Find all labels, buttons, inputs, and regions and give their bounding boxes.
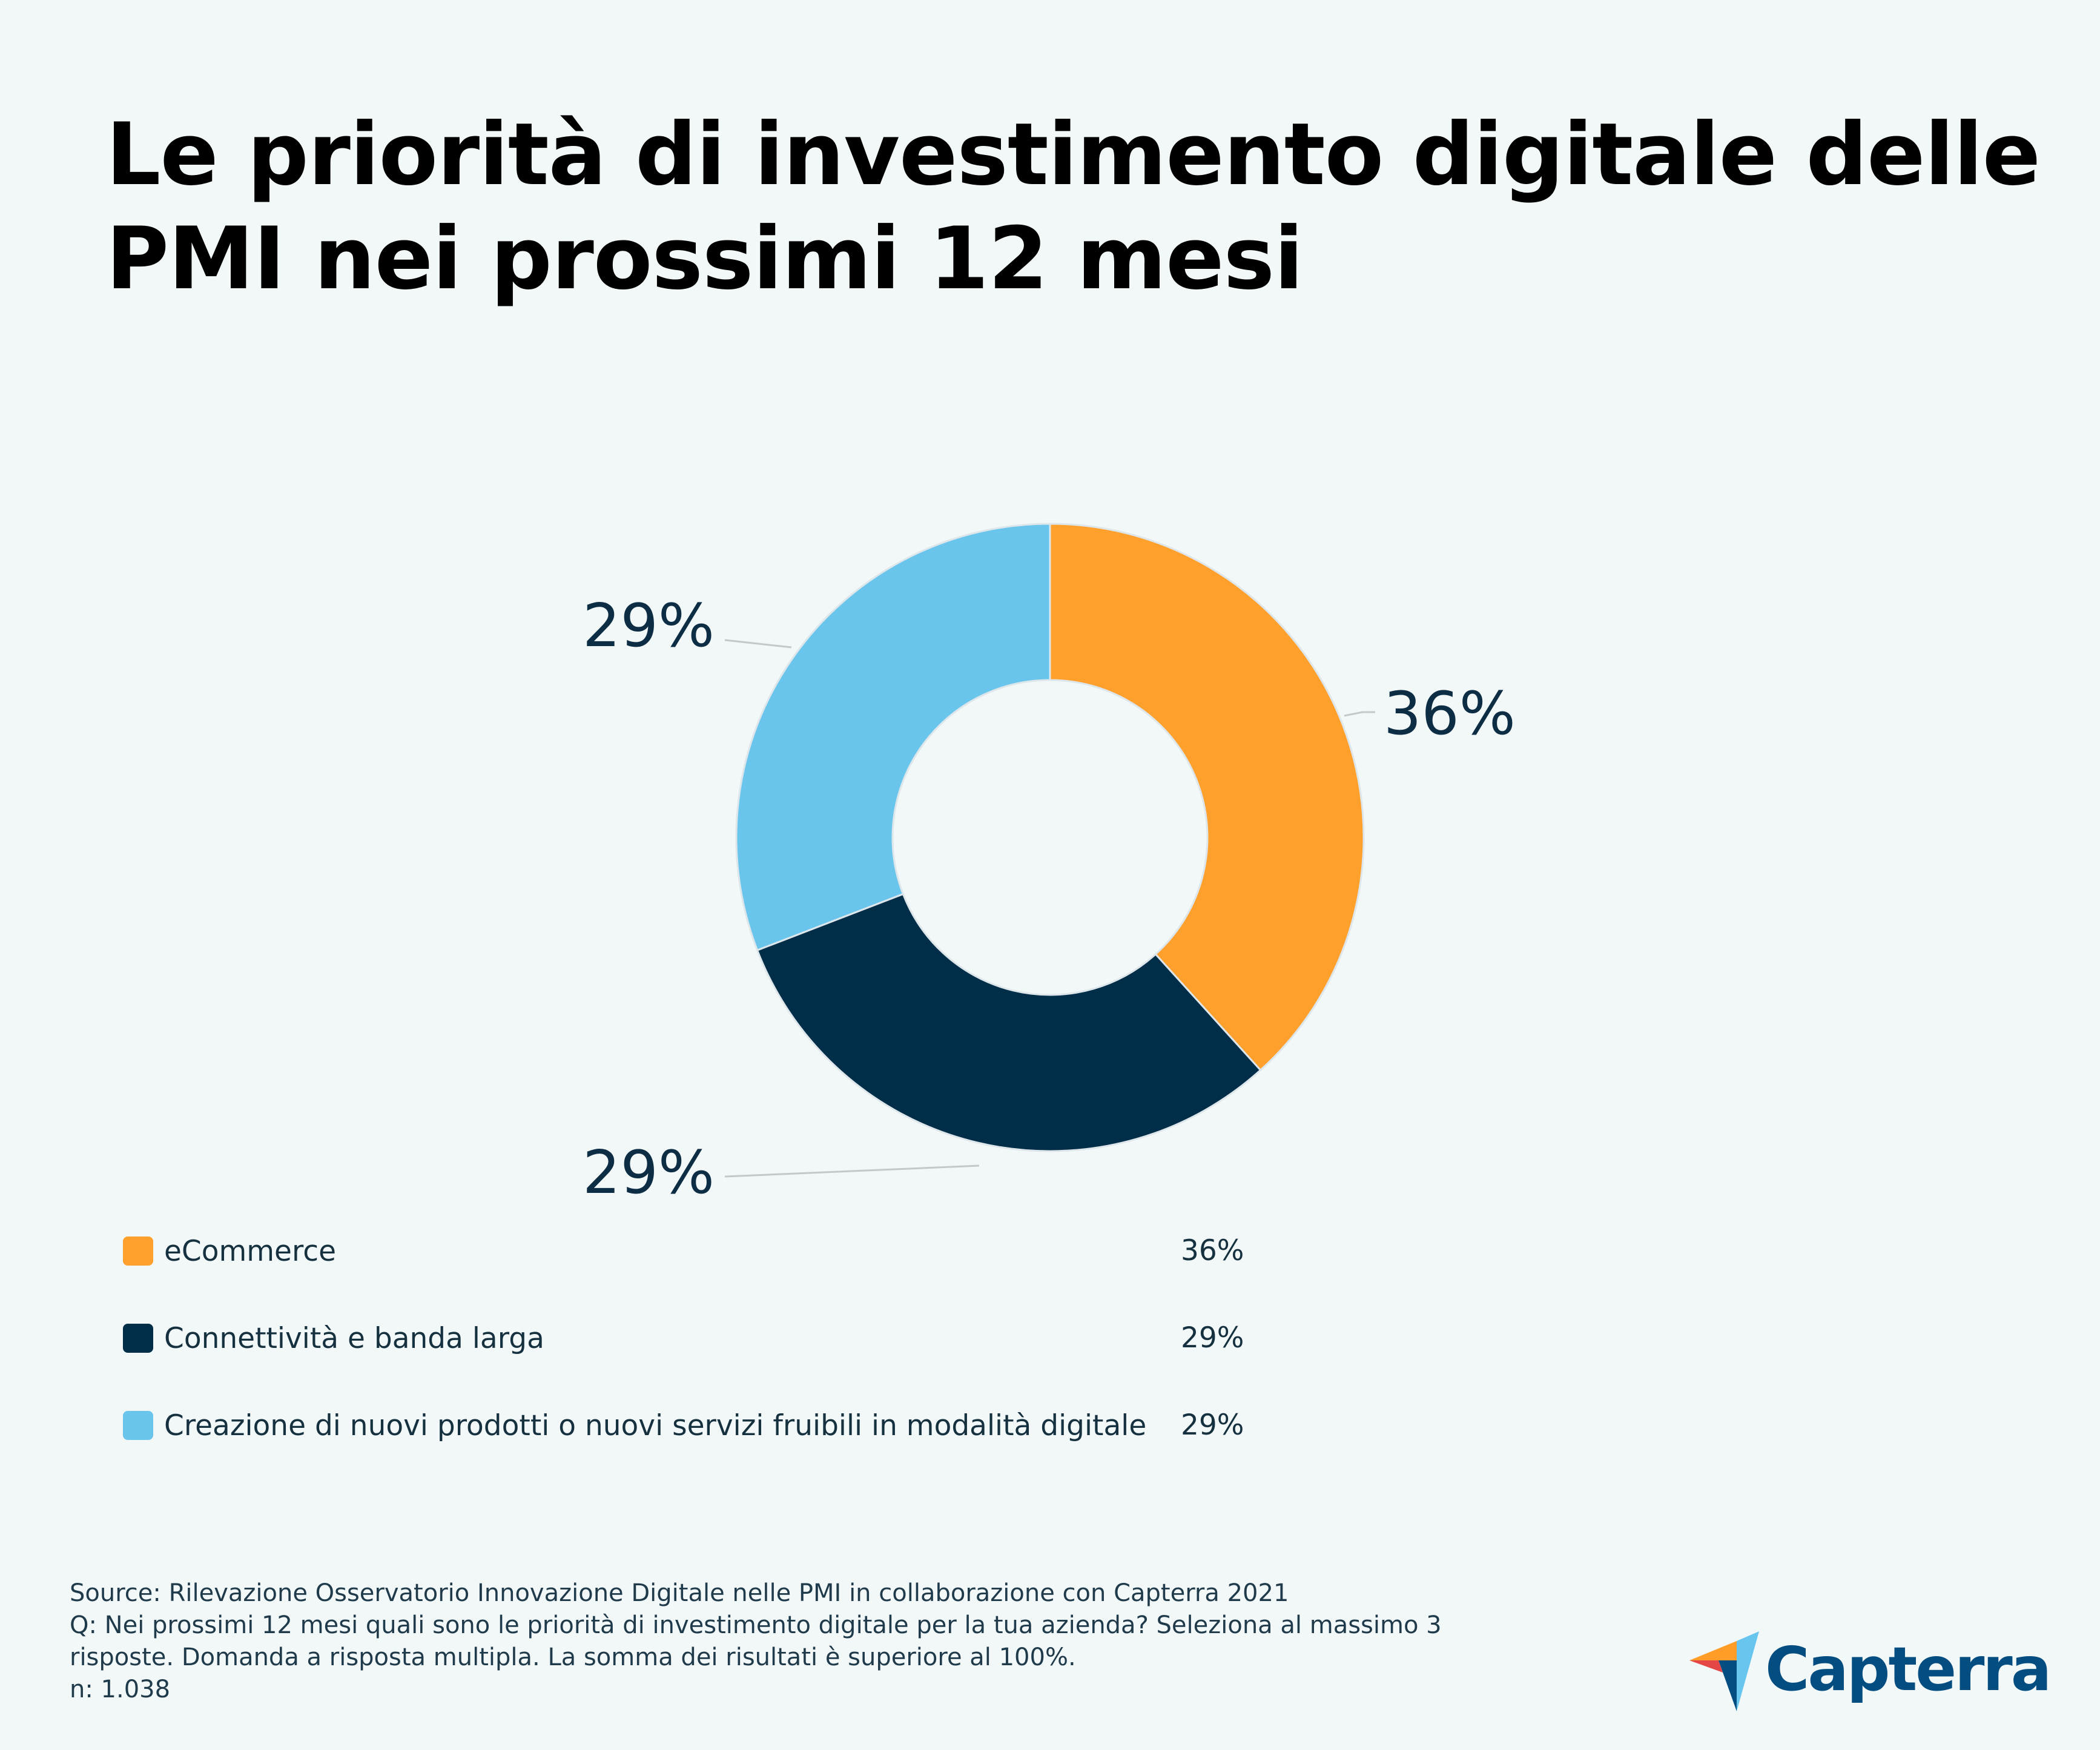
leader-line-slice-2 [724,1164,980,1178]
legend-item-ecommerce: eCommerce [123,1233,336,1269]
chart-title: Le priorità di investimento digitale del… [106,105,2041,309]
capterra-logo: Capterra [1689,1629,2052,1714]
legend-value: 29% [1181,1408,1244,1442]
data-label-slice-2: 29% [583,1138,715,1207]
legend-label: Connettività e banda larga [164,1321,544,1355]
source-note: Source: Rilevazione Osservatorio Innovaz… [70,1579,1289,1607]
legend-swatch [123,1324,153,1353]
legend-label: Creazione di nuovi prodotti o nuovi serv… [164,1408,1147,1442]
legend-label: eCommerce [164,1234,337,1268]
legend-item-nuovi-prodotti: Creazione di nuovi prodotti o nuovi serv… [123,1407,1146,1444]
capterra-wordmark: Capterra [1765,1634,2052,1705]
legend-value: 36% [1181,1234,1244,1267]
leader-line-slice-1 [1344,711,1375,717]
donut-slice-2 [756,893,1262,1152]
question-note: Q: Nei prossimi 12 mesi quali sono le pr… [70,1611,1442,1639]
data-label-slice-1: 36% [1384,679,1516,748]
capterra-logo-icon [1689,1631,1759,1711]
footer-notes: Source: Rilevazione Osservatorio Innovaz… [70,1577,1583,1706]
leader-line-slice-3 [724,639,792,649]
question-note-cont: risposte. Domanda a risposta multipla. L… [70,1643,1076,1671]
donut-slices [735,523,1365,1152]
donut-chart: 36% 29% 29% [583,523,1516,1207]
legend-item-connettivita: Connettività e banda larga [123,1320,544,1356]
legend-swatch [123,1411,153,1440]
data-label-slice-3: 29% [583,592,715,661]
legend-value: 29% [1181,1321,1244,1355]
legend-swatch [123,1237,153,1266]
donut-slice-1 [1049,523,1365,1072]
donut-slice-3 [735,523,1051,952]
sample-size: n: 1.038 [70,1676,171,1703]
